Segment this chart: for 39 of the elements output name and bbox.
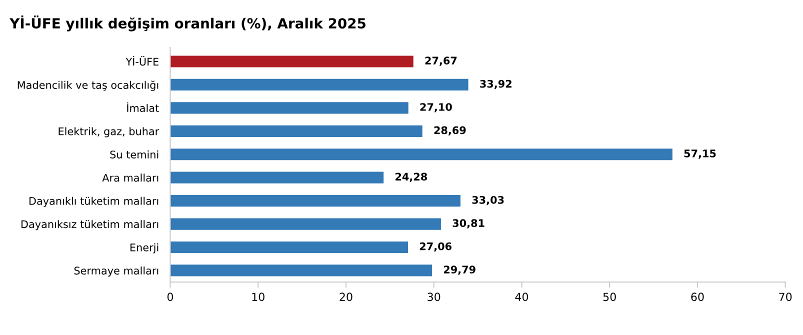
y-tick-label: İmalat [127,102,159,112]
data-label: 27,06 [420,242,452,252]
x-tick-label: 70 [779,292,792,302]
bar [170,125,422,137]
data-label: 29,79 [444,266,476,275]
y-tick-label: Yİ-ÜFE [126,56,158,66]
data-label: 24,28 [396,172,427,182]
data-label: 28,69 [434,126,466,136]
y-tick-label: Dayanıklı tüketim malları [30,196,158,207]
data-label: 27,67 [425,56,457,66]
y-tick-label: Ara malları [102,174,158,182]
x-tick-label: 10 [252,292,264,302]
x-tick-label: 30 [428,292,440,302]
y-tick-label: Enerji [130,243,158,254]
x-tick-label: 40 [515,292,528,302]
bar [170,148,672,160]
data-label: 27,10 [420,103,452,112]
data-label: 33,92 [480,80,512,90]
bar [170,56,414,68]
x-tick-label: 20 [340,292,352,302]
bar [170,241,408,254]
data-label: 33,03 [472,196,504,206]
x-tick-label: 60 [691,292,704,302]
bar [170,172,384,184]
y-tick-label: Madencilik ve taş ocakcılığı [18,80,158,91]
y-tick-label: Elektrik, gaz, buhar [58,127,160,138]
y-tick-label: Su temini [110,150,158,158]
data-label: 57,15 [684,150,716,159]
chart-title: Yİ-ÜFE yıllık değişim oranları (%), Aralık 2025 [10,16,366,32]
x-tick-label: 50 [603,292,616,302]
y-tick-label: Sermaye malları [74,266,158,277]
bar [170,78,468,91]
bar [170,195,460,207]
bar [170,218,441,230]
y-tick-label: Dayanıksız tüketim malları [22,220,158,230]
data-label: 30,81 [452,219,484,228]
bar [170,264,432,276]
x-tick-label: 0 [167,292,174,302]
bar [170,102,408,114]
